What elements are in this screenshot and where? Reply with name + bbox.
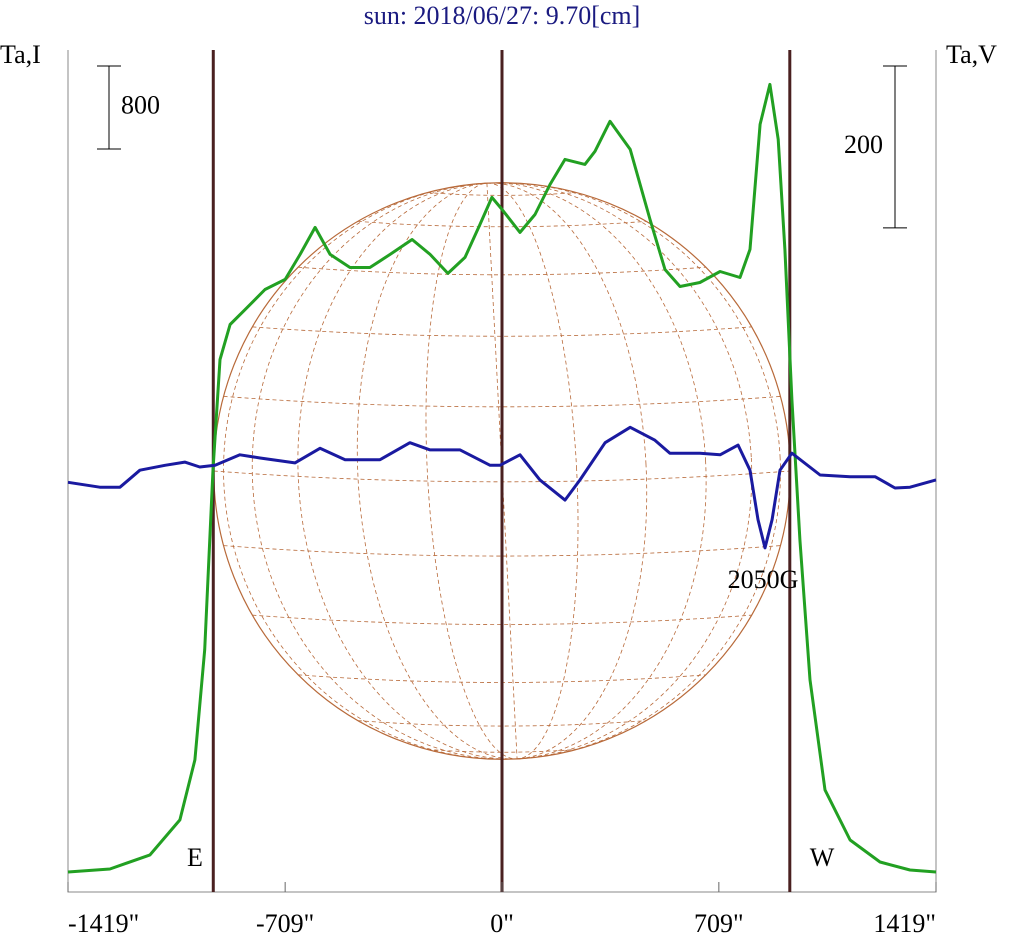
sun-grid-line <box>252 326 752 337</box>
series-line <box>67 425 937 550</box>
annotation: 2050G <box>728 565 799 594</box>
sun-grid-line <box>427 192 577 196</box>
y2-axis-label: Ta,V <box>946 40 997 69</box>
x-tick-label: -1419" <box>68 909 139 938</box>
sun-grid-line <box>223 395 781 408</box>
annotation: E <box>187 843 203 872</box>
x-tick-label: 1419" <box>873 909 936 938</box>
series-line <box>67 82 937 874</box>
x-tick-label: 0" <box>490 909 514 938</box>
sun-grid-line <box>223 545 781 557</box>
annotation: W <box>810 843 835 872</box>
scale-bar <box>883 65 907 229</box>
sun-grid-line <box>357 720 647 727</box>
sun-grid-line <box>297 182 707 760</box>
x-tick-label: 709" <box>694 909 744 938</box>
scale-bar-label: 800 <box>121 90 160 119</box>
x-tick-label: -709" <box>256 909 314 938</box>
sun-grid-line <box>357 220 647 228</box>
scale-bar <box>97 65 121 150</box>
y-axis-label: Ta,I <box>0 40 41 69</box>
sun-grid-line <box>427 749 577 753</box>
scale-bar-label: 200 <box>844 130 883 159</box>
chart-title: sun: 2018/06/27: 9.70[cm] <box>364 1 641 30</box>
sun-grid-line <box>252 614 752 625</box>
